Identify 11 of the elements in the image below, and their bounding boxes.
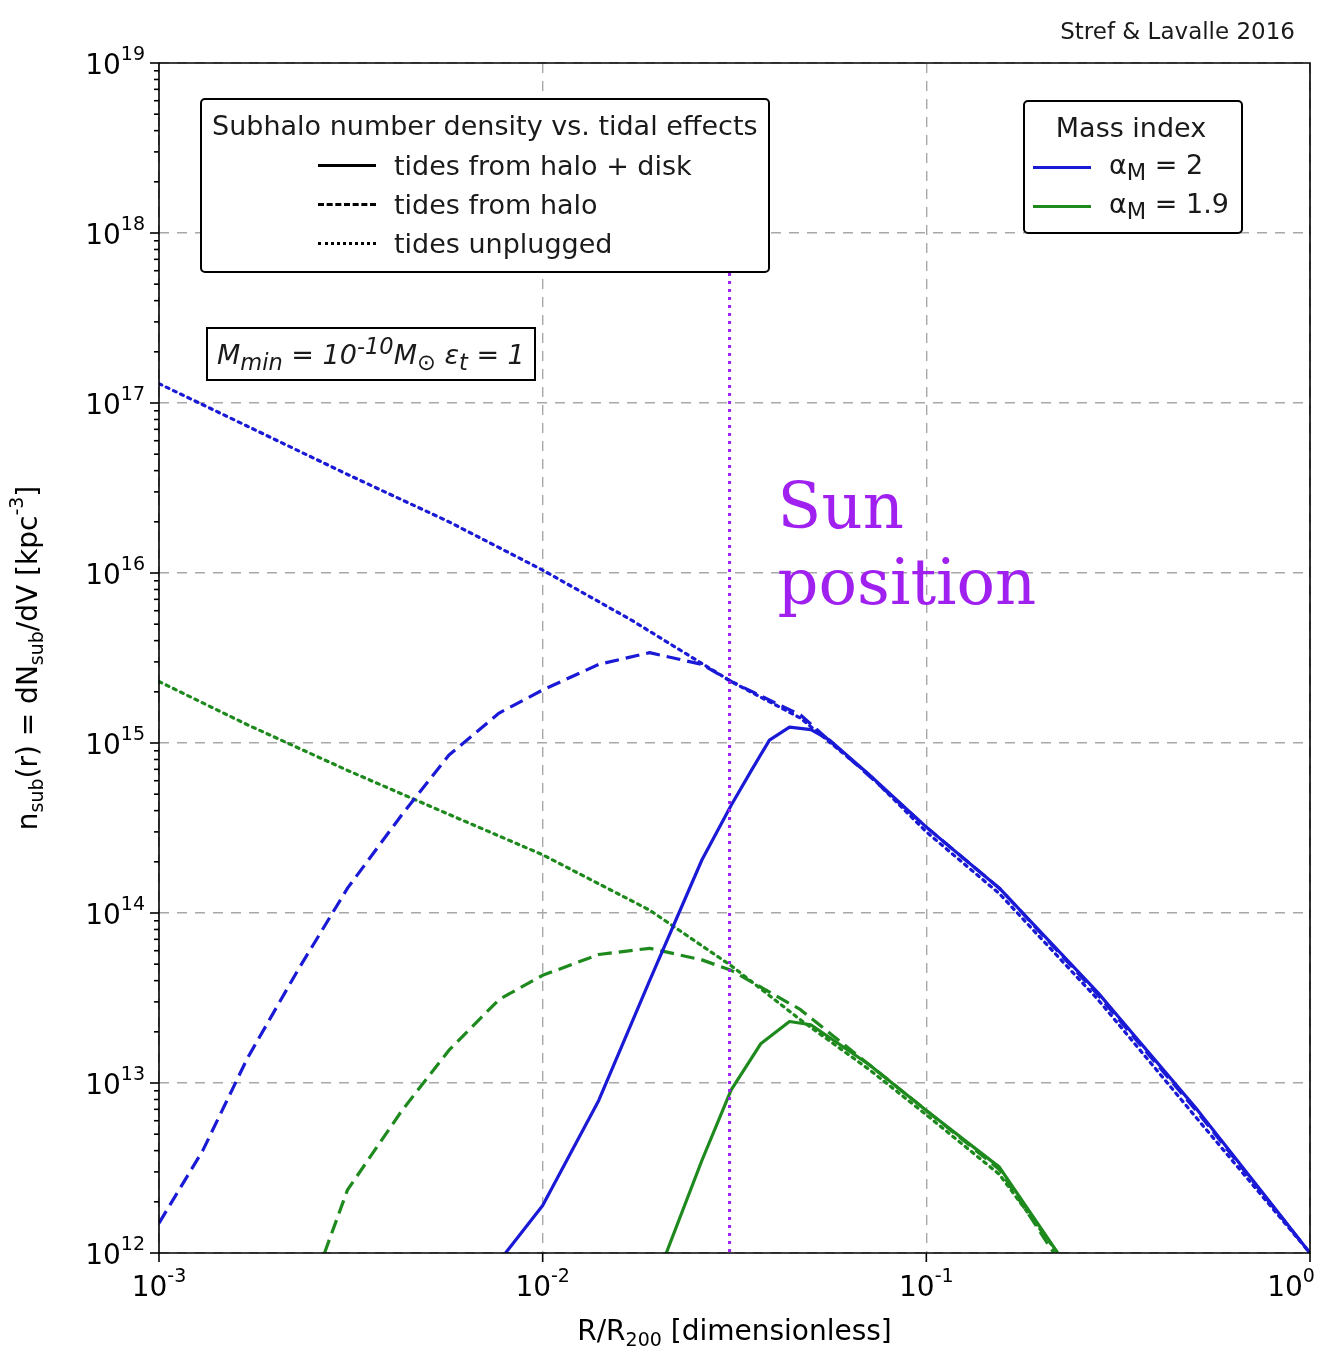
legend-title: Mass index	[1054, 111, 1208, 145]
text: M$_{min}$ = 10$^{-10}$M$_{⊙}$ ε$_{t}$ = 1	[217, 333, 525, 376]
annotation: tides from halo	[394, 189, 598, 220]
ref-line-label: Sun position	[777, 469, 1037, 619]
text: Stref & Lavalle 2016	[1060, 18, 1295, 44]
annotation: tides unplugged	[394, 228, 613, 259]
annotation: Subhalo number density vs. tidal effects	[212, 109, 758, 143]
legend-label: α$_{M}$ = 1.9	[1109, 188, 1229, 225]
y-axis-title: nsub(r) = dNsub/dV [kpc-3]	[5, 485, 47, 831]
annotation: tides from halo + disk	[394, 150, 692, 181]
legend-label: α$_{M}$ = 2	[1109, 149, 1204, 186]
